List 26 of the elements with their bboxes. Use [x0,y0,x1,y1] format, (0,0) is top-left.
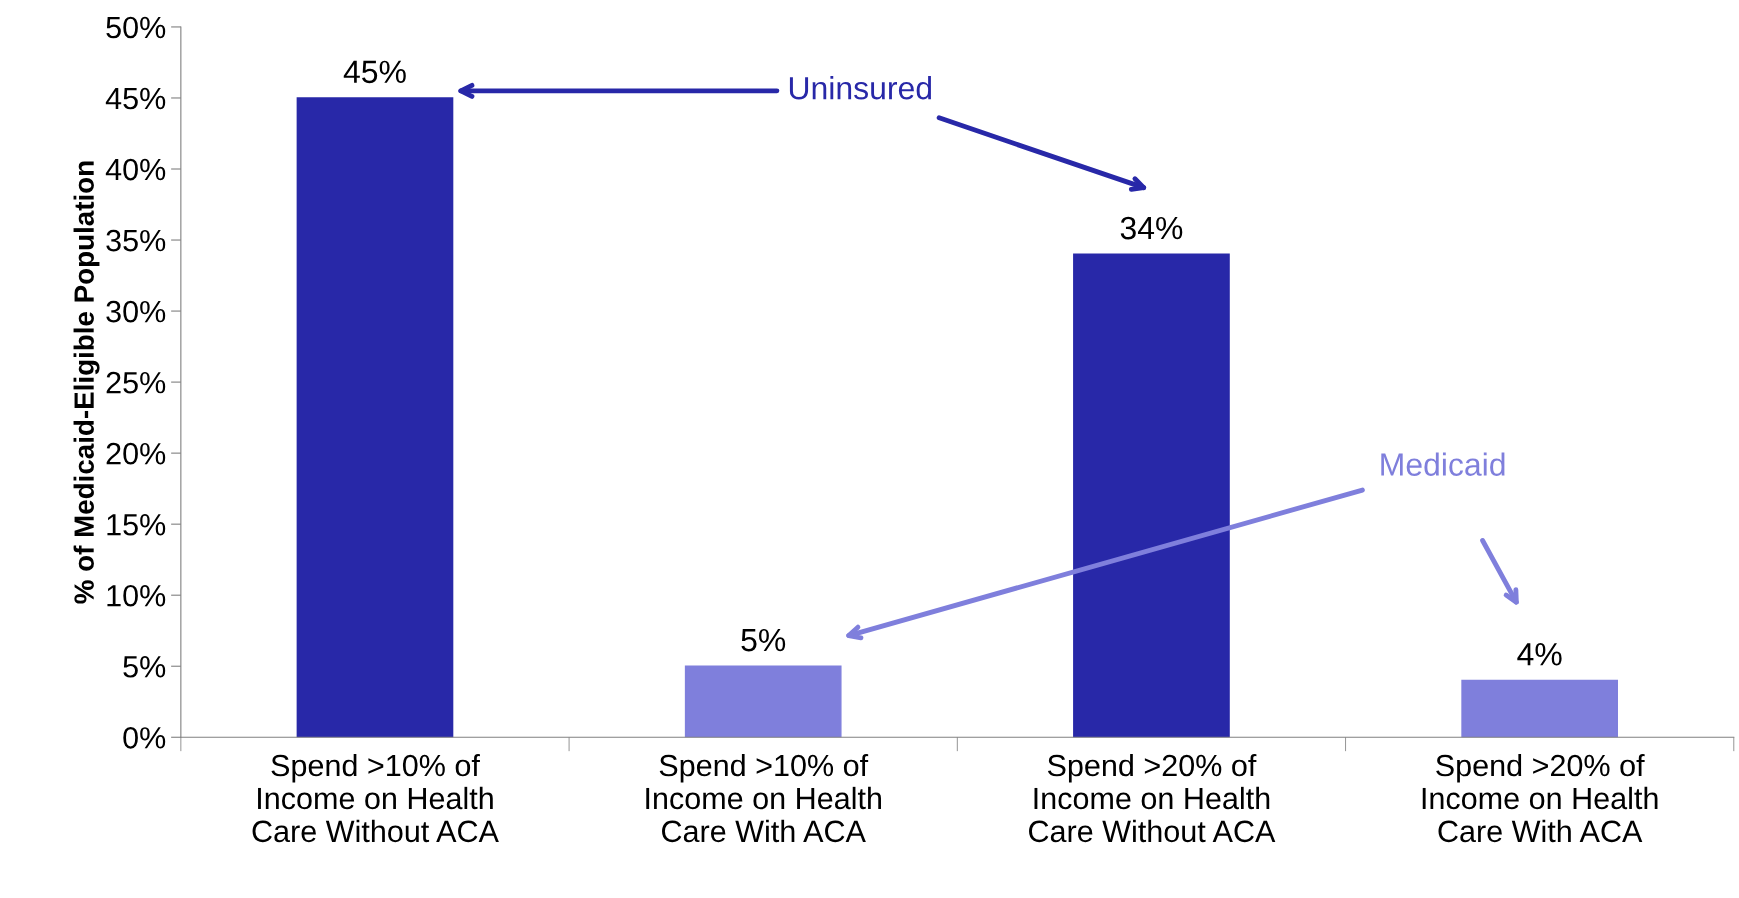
bar [296,97,454,738]
y-tick-label: 5% [123,656,166,678]
y-tick-label: 10% [107,584,166,607]
y-tick-label: 0% [123,726,166,749]
text: 34% [1120,216,1183,240]
y-tick-label: 45% [105,87,166,110]
y-tick-label: 20% [106,442,166,465]
x-tick-label: Spend >20% of Income on Health Care Without ACA [1029,753,1276,843]
y-tick-label: 35% [106,229,166,252]
text: 5% [741,628,786,652]
text: Uninsured [789,75,932,100]
y-tick-label: 30% [106,300,166,323]
x-tick-label: Spend >10% of Income on Health Care With ACA [646,753,881,843]
y-tick-label: 25% [106,371,166,394]
text: 4% [1517,643,1562,666]
bar [684,665,842,738]
y-tick-label: 40% [105,158,166,181]
text: Medicaid [1381,452,1505,476]
bar [1073,253,1230,738]
x-tick-label: Spend >20% of Income on Health Care With ACA [1422,753,1658,843]
y-axis-title: % of Medicaid-Eligible Population [73,161,100,604]
y-tick-label: 50% [106,16,166,39]
x-tick-label: Spend >10% of Income on Health Care Without ACA [252,753,499,843]
y-tick-label: 15% [107,514,166,536]
text: 45% [343,60,406,84]
bar [1461,679,1619,738]
